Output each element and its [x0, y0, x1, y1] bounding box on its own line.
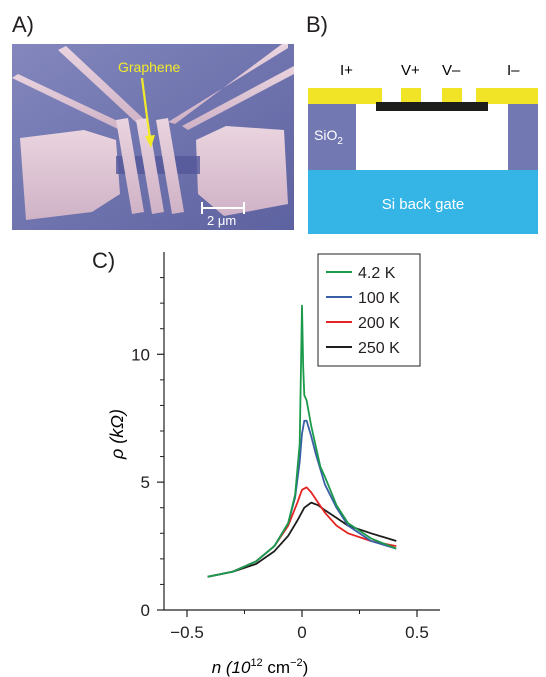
series-line-4.2k: [207, 304, 397, 578]
gate-label: Si back gate: [382, 196, 465, 213]
contact-label-v-plus: V+: [401, 62, 420, 79]
graphene-label: Graphene: [118, 59, 180, 75]
lead-upper-right-2: [182, 66, 294, 130]
oxide-label-main: SiO: [314, 127, 337, 143]
pad-right: [196, 126, 288, 216]
panel-b-letter: B): [306, 12, 328, 37]
contact-v-plus: [401, 88, 421, 104]
finger-3: [156, 118, 184, 214]
legend-label: 250 K: [358, 340, 400, 357]
oxide-pillar-left: [308, 104, 356, 170]
series-line-100k: [207, 419, 397, 578]
legend-label: 100 K: [358, 290, 400, 307]
series-line-250k: [207, 501, 397, 578]
x-axis-label-exponent: 12: [250, 657, 262, 669]
lead-upper-left: [12, 74, 124, 130]
oxide-label: SiO2: [314, 127, 343, 147]
x-axis-label: n (1012 cm−2): [212, 657, 309, 677]
x-tick-label: 0.5: [405, 623, 429, 642]
x-axis-label-close: ): [303, 658, 309, 677]
contact-i-plus: [308, 88, 382, 104]
contact-label-v-minus: V–: [442, 62, 461, 79]
legend-label: 200 K: [358, 315, 400, 332]
contact-i-minus: [476, 88, 538, 104]
resistivity-chart: −0.5 0 0.5 0 5 10 4.2 K 100 K 200 K 250 K ρ (kΩ)…: [107, 252, 440, 677]
graphene-channel: [116, 156, 200, 174]
lead-upper-left-2: [58, 46, 147, 126]
legend-label: 4.2 K: [358, 265, 396, 282]
graphene-flake: [376, 102, 488, 111]
finger-1: [116, 118, 144, 214]
y-tick-label: 10: [131, 345, 150, 364]
contact-label-i-plus: I+: [340, 62, 353, 79]
y-axis-label: ρ (kΩ): [107, 409, 127, 460]
x-tick-label: −0.5: [170, 623, 204, 642]
scale-bar-label: 2 μm: [207, 213, 236, 228]
panel-a-letter: A): [12, 12, 34, 37]
oxide-pillar-right: [508, 104, 538, 170]
sem-micrograph: Graphene 2 μm: [12, 44, 294, 230]
contact-label-i-minus: I–: [507, 62, 520, 79]
y-tick-label: 5: [141, 473, 150, 492]
y-tick-label: 0: [141, 601, 150, 620]
contact-v-minus: [442, 88, 462, 104]
x-axis-label-unit-exponent: −2: [290, 657, 303, 669]
x-axis-label-unit: cm: [263, 658, 290, 677]
x-tick-label: 0: [297, 623, 306, 642]
x-axis-label-main: n (10: [212, 658, 251, 677]
graphene-arrow: [140, 77, 152, 141]
lead-upper-right: [168, 44, 288, 124]
oxide-label-subscript: 2: [337, 136, 343, 147]
arrow-head: [145, 135, 155, 148]
pad-left: [20, 130, 120, 220]
finger-2: [136, 118, 164, 214]
back-gate: [308, 170, 538, 234]
device-cross-section: I+ V+ V– I– SiO2 Si back gate: [308, 62, 538, 234]
panel-c-letter: C): [92, 248, 116, 273]
